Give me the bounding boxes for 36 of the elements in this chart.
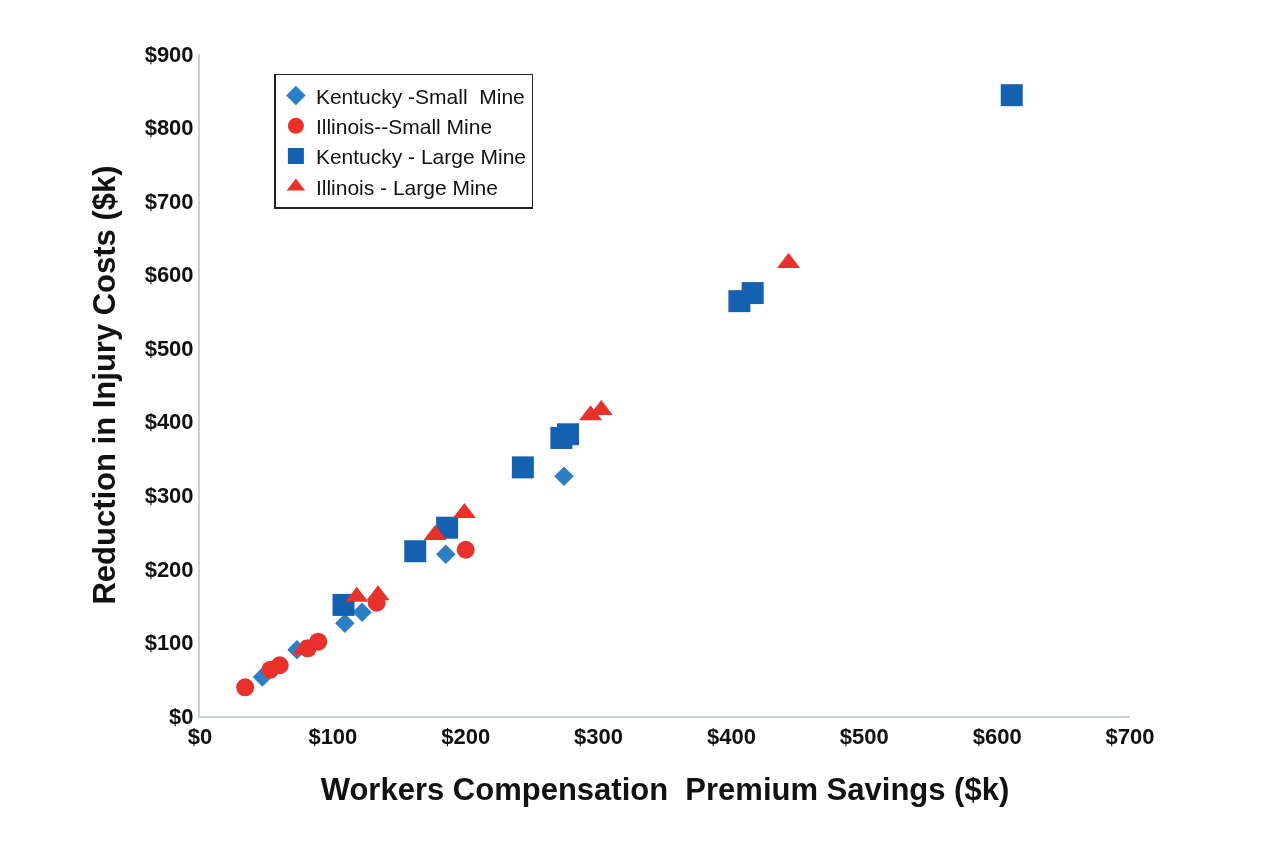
point — [456, 540, 475, 559]
point — [557, 423, 580, 446]
x-tick-label: $200 — [441, 724, 491, 750]
point — [335, 613, 355, 634]
x-tick-label: $700 — [1105, 724, 1155, 750]
point — [511, 456, 534, 479]
y-tick-label: $100 — [144, 630, 194, 656]
legend-label: Illinois--Small Mine — [315, 115, 493, 138]
legend-label: Kentucky - Large Mine — [315, 145, 527, 169]
x-axis-title: Workers Compensation Premium Savings ($k) — [320, 772, 1010, 808]
x-tick-label: $100 — [308, 724, 358, 750]
point — [332, 593, 355, 616]
y-tick-label: $700 — [144, 188, 194, 214]
y-tick-label: $600 — [144, 262, 194, 288]
x-tick-label: $400 — [706, 724, 756, 750]
point — [270, 656, 289, 675]
point — [236, 678, 255, 697]
point — [436, 544, 456, 564]
x-tick-label: $600 — [972, 724, 1022, 750]
y-tick-label: $900 — [144, 41, 194, 67]
x-tick-label: $500 — [839, 724, 889, 750]
point — [554, 466, 574, 486]
y-tick-label: $800 — [144, 115, 194, 141]
legend-label: Kentucky -Small Mine — [315, 84, 525, 108]
x-tick-label: $300 — [574, 724, 624, 750]
legend-label: Illinois - Large Mine — [315, 175, 498, 199]
y-axis-title: Reduction in Injury Costs ($k) — [86, 165, 122, 605]
point — [404, 540, 427, 563]
point — [1000, 84, 1023, 107]
y-tick-label: $200 — [144, 556, 194, 582]
point — [741, 282, 764, 305]
y-tick-label: $300 — [144, 483, 194, 509]
point — [309, 632, 328, 651]
y-tick-label: $500 — [144, 335, 194, 361]
y-tick-label: $400 — [144, 409, 194, 435]
point — [352, 602, 372, 623]
